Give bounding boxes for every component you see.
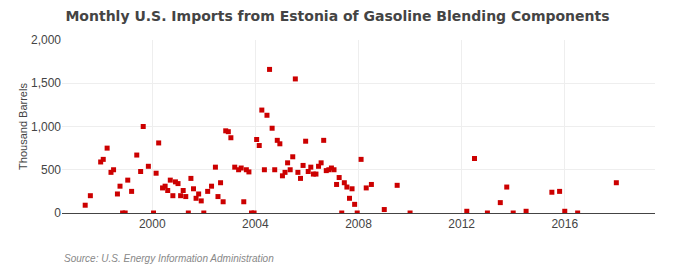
svg-text:2016: 2016 xyxy=(551,217,578,231)
svg-text:0: 0 xyxy=(54,206,61,220)
svg-text:2008: 2008 xyxy=(345,217,372,231)
svg-text:2004: 2004 xyxy=(242,217,269,231)
svg-text:2000: 2000 xyxy=(139,217,166,231)
svg-text:Thousand Barrels: Thousand Barrels xyxy=(17,83,29,170)
svg-text:1,500: 1,500 xyxy=(31,76,61,90)
svg-text:2012: 2012 xyxy=(448,217,475,231)
svg-text:Source: U.S. Energy Informatio: Source: U.S. Energy Information Administ… xyxy=(64,253,274,264)
svg-text:500: 500 xyxy=(41,163,61,177)
svg-text:1,000: 1,000 xyxy=(31,120,61,134)
svg-text:2,000: 2,000 xyxy=(31,33,61,47)
svg-text:Monthly U.S. Imports from Esto: Monthly U.S. Imports from Estonia of Gas… xyxy=(65,8,609,24)
